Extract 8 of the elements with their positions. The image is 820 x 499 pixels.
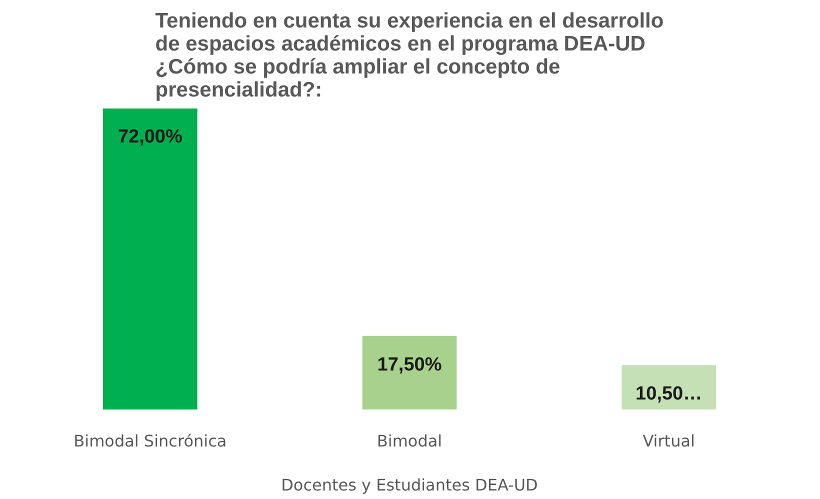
x-tick-label: Bimodal — [376, 432, 442, 450]
data-label: 17,50% — [377, 354, 442, 376]
x-tick-label: Virtual — [642, 432, 695, 450]
x-tick-label: Bimodal Sincrónica — [74, 432, 227, 450]
data-label: 72,00% — [118, 126, 182, 148]
data-label: 10,50… — [636, 384, 702, 405]
x-axis-title: Docentes y Estudiantes DEA-UD — [281, 476, 538, 494]
chart-title: Teniendo en cuenta su experiencia en el desarrollo de espacios académicos en el programa DEA-UD ¿Cómo se podría ampliar el concepto de presencialidad?: — [155, 10, 664, 102]
